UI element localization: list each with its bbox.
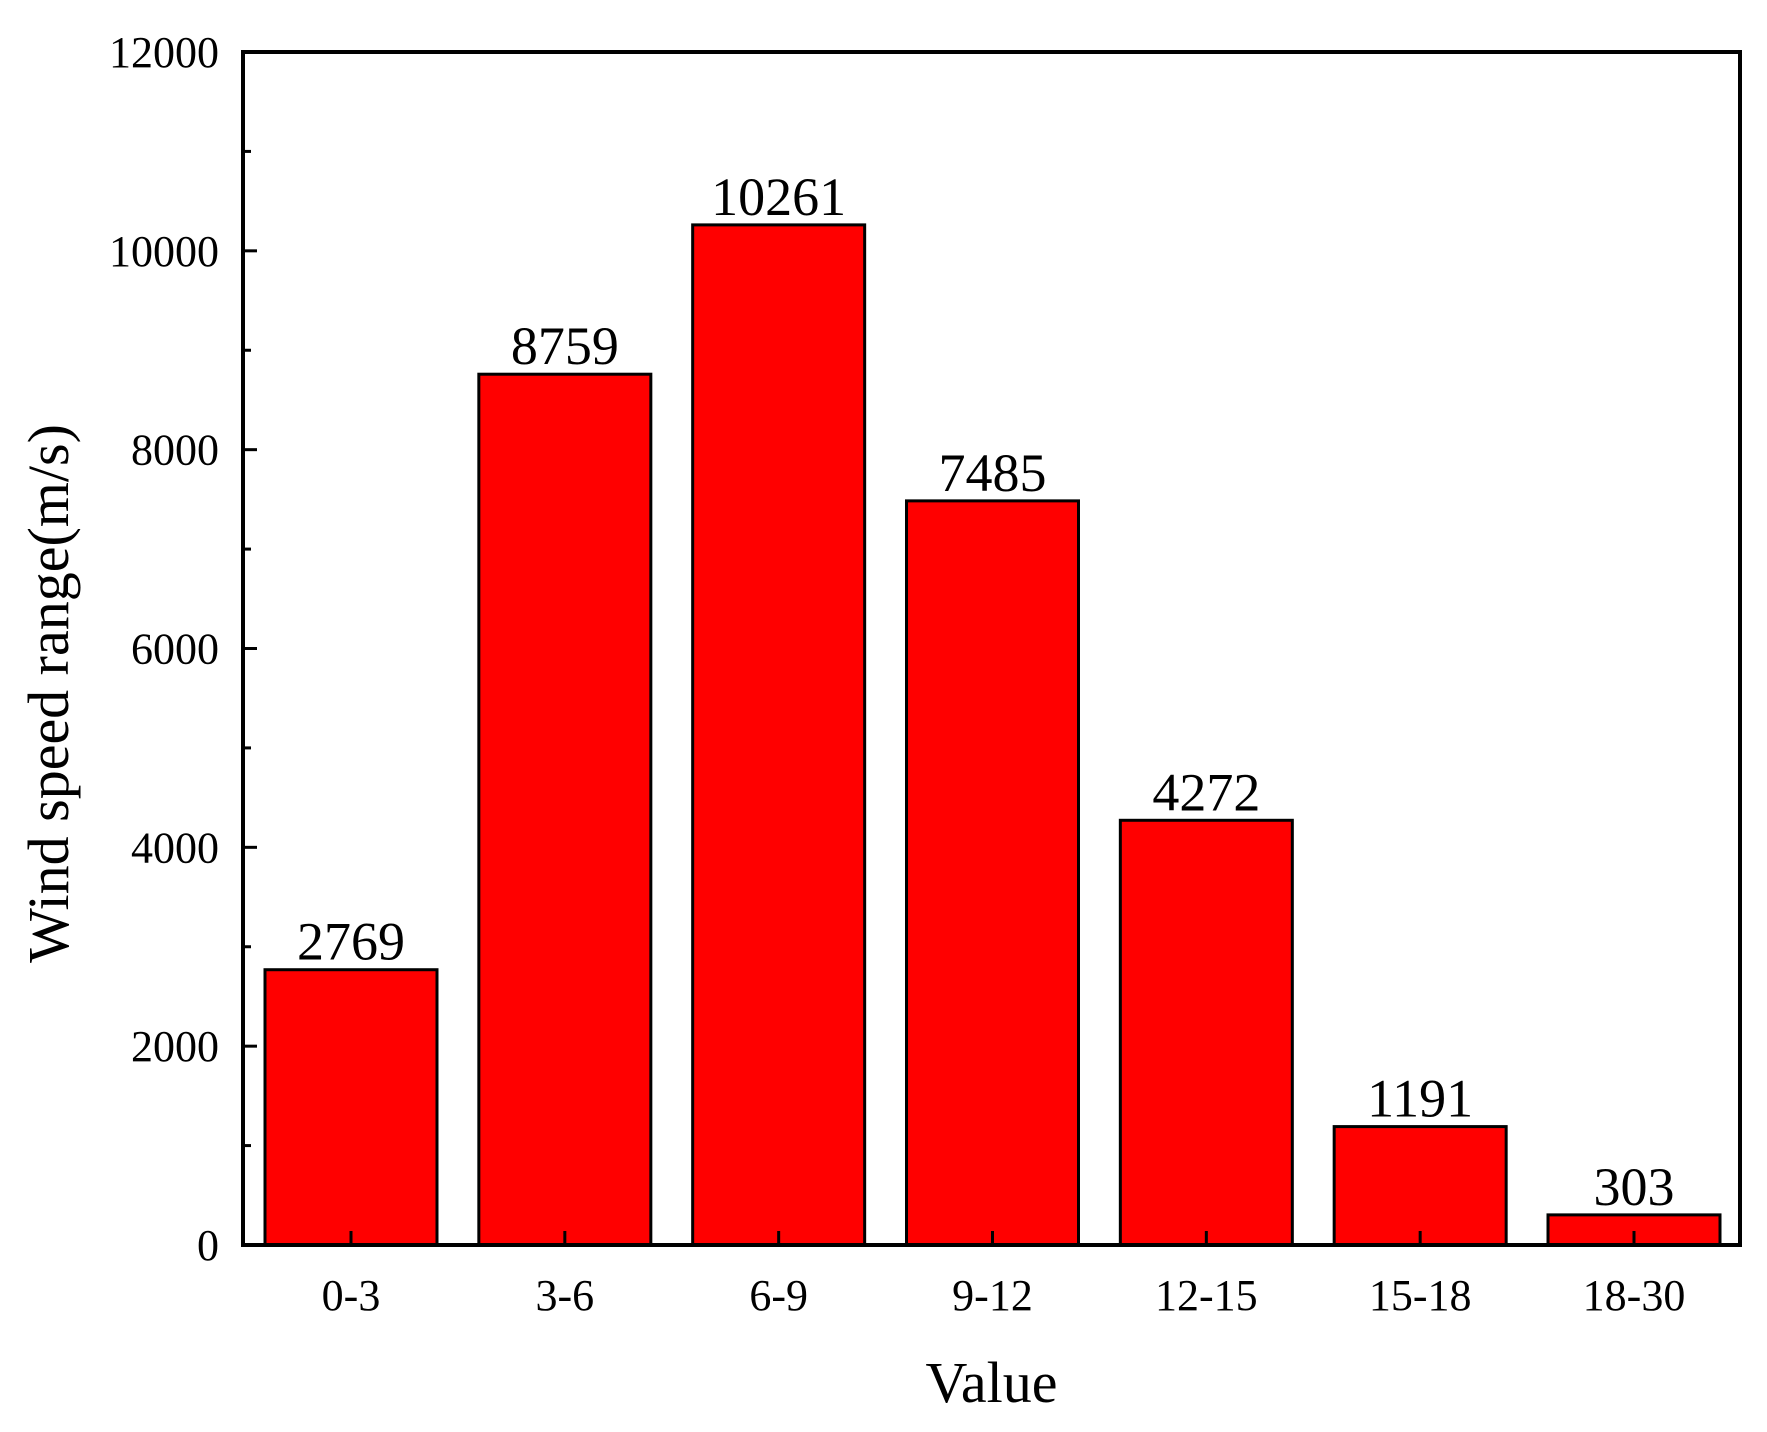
- data-label-15-18: 1191: [1367, 1069, 1473, 1129]
- bars-layer: [263, 223, 1722, 1247]
- data-labels-layer: 2769 8759 10261 7485 4272 1191 303: [297, 167, 1675, 1217]
- data-label-12-15: 4272: [1152, 762, 1260, 822]
- y-tick-label: 8000: [131, 426, 219, 475]
- x-tick-label-15-18: 15-18: [1369, 1271, 1472, 1320]
- plot-frame: [241, 50, 1742, 1247]
- x-axis-title: Value: [925, 1350, 1057, 1415]
- data-label-6-9: 10261: [711, 167, 846, 227]
- y-ticks-layer: 0 2000 4000 6000 8000 10000 12000: [109, 28, 257, 1270]
- bar-12-15: [1118, 818, 1294, 1247]
- y-tick-label: 10000: [109, 227, 219, 276]
- x-tick-label-12-15: 12-15: [1155, 1271, 1258, 1320]
- x-tick-label-9-12: 9-12: [952, 1271, 1033, 1320]
- bar-0-3: [263, 968, 439, 1247]
- y-tick-label: 12000: [109, 28, 219, 77]
- y-tick-label: 0: [197, 1221, 219, 1270]
- x-tick-label-0-3: 0-3: [322, 1271, 381, 1320]
- bar-9-12: [905, 499, 1080, 1247]
- x-tick-label-6-9: 6-9: [749, 1271, 808, 1320]
- bar-3-6: [477, 372, 653, 1247]
- y-axis-title: Wind speed range(m/s): [16, 424, 81, 963]
- x-ticks-layer: 0-3 3-6 6-9 9-12 12-15 15-18 18-30: [322, 1231, 1686, 1320]
- y-tick-label: 6000: [131, 625, 219, 674]
- data-label-0-3: 2769: [297, 912, 405, 972]
- bar-6-9: [691, 223, 867, 1247]
- x-tick-label-3-6: 3-6: [536, 1271, 595, 1320]
- data-label-3-6: 8759: [511, 316, 619, 376]
- y-tick-label: 4000: [131, 823, 219, 872]
- data-label-18-30: 303: [1594, 1157, 1675, 1217]
- data-label-9-12: 7485: [939, 443, 1047, 503]
- x-tick-label-18-30: 18-30: [1583, 1271, 1686, 1320]
- y-tick-label: 2000: [131, 1022, 219, 1071]
- bar-15-18: [1332, 1125, 1508, 1247]
